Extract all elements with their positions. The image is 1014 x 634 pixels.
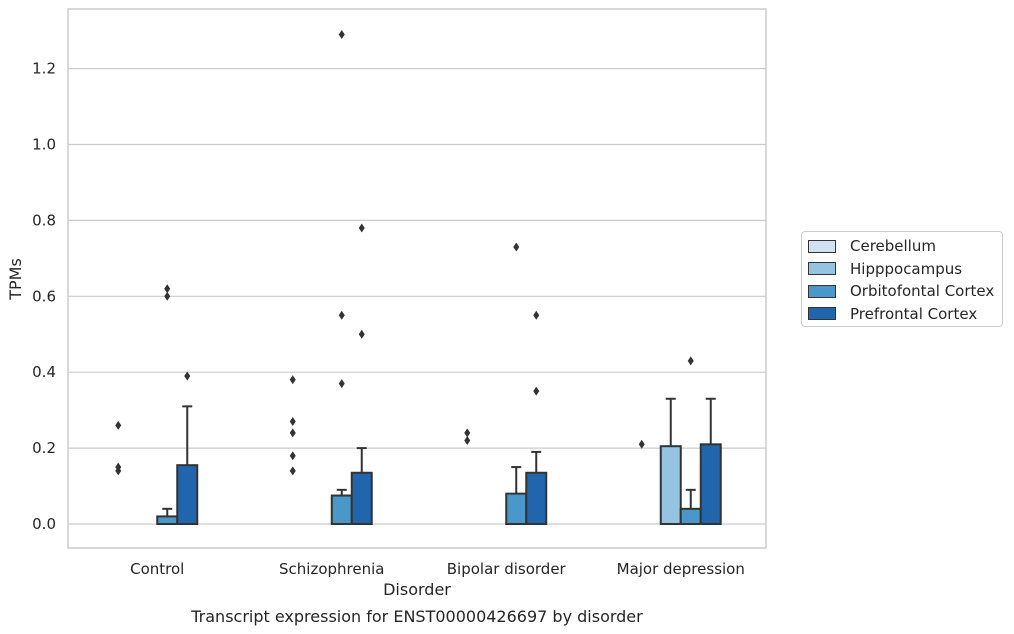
bar: [659, 445, 682, 526]
x-tick-label: Schizophrenia: [279, 560, 384, 578]
outlier-point: [289, 451, 296, 461]
outlier-point: [115, 462, 122, 472]
legend-label: Cerebellum: [850, 237, 936, 256]
axes: 0.0 0.2 0.4 0.6 0.8 1.0 1.2 Control Schizophreni…: [32, 8, 767, 578]
bars: [115, 29, 722, 526]
legend-swatch: [808, 239, 836, 253]
y-tick-label: 0.6: [32, 287, 56, 305]
legend-item: Hipppocampus: [808, 258, 1002, 281]
legend-label: Orbitofontal Cortex: [850, 282, 995, 301]
bar: [156, 515, 179, 525]
bar: [350, 471, 373, 525]
legend-label: Prefrontal Cortex: [850, 304, 978, 323]
outlier-point: [184, 371, 191, 381]
outlier-point: [338, 310, 345, 320]
outlier-point: [338, 29, 345, 39]
outlier-point: [338, 379, 345, 389]
legend-item: Prefrontal Cortex: [808, 303, 1002, 326]
outlier-point: [638, 439, 645, 449]
plot-frame: [67, 8, 767, 549]
legend-label: Hipppocampus: [850, 259, 963, 278]
x-tick-label: Major depression: [617, 560, 745, 578]
y-tick-label: 1.0: [32, 136, 56, 154]
outlier-point: [533, 310, 540, 320]
outlier-point: [289, 417, 296, 427]
legend-swatch: [808, 284, 836, 298]
grid-lines: [68, 67, 766, 525]
y-tick-label: 0.8: [32, 211, 56, 229]
outlier-point: [289, 375, 296, 385]
outlier-point: [513, 242, 520, 252]
outlier-point: [464, 428, 471, 438]
y-tick-label: 0.0: [32, 515, 56, 533]
bar: [699, 443, 722, 525]
outlier-point: [289, 428, 296, 438]
legend-swatch: [808, 307, 836, 321]
y-tick-label: 1.2: [32, 60, 56, 78]
outlier-point: [464, 436, 471, 446]
chart-title: Transcript expression for ENST0000042669…: [190, 607, 643, 626]
legend-item: Orbitofontal Cortex: [808, 280, 1002, 303]
x-axis-label: Disorder: [383, 580, 451, 599]
outlier-point: [533, 386, 540, 396]
y-tick-label: 0.2: [32, 439, 56, 457]
bar: [679, 507, 702, 526]
y-tick-label: 0.4: [32, 363, 56, 381]
legend-swatch: [808, 262, 836, 276]
x-tick-label: Control: [130, 560, 184, 578]
x-tick-label: Bipolar disorder: [447, 560, 567, 578]
y-axis-label: TPMs: [6, 258, 25, 301]
bar: [525, 471, 548, 525]
legend-item: Cerebellum: [808, 235, 1002, 258]
bar: [505, 492, 528, 526]
outlier-point: [115, 420, 122, 430]
outlier-point: [358, 223, 365, 233]
outlier-point: [289, 466, 296, 476]
bar: [176, 464, 199, 525]
legend: Cerebellum Hipppocampus Orbitofontal Corte…: [801, 231, 1003, 327]
outlier-point: [164, 291, 171, 301]
bar: [330, 494, 353, 526]
outlier-point: [358, 329, 365, 339]
outlier-point: [687, 356, 694, 366]
outlier-point: [164, 284, 171, 294]
